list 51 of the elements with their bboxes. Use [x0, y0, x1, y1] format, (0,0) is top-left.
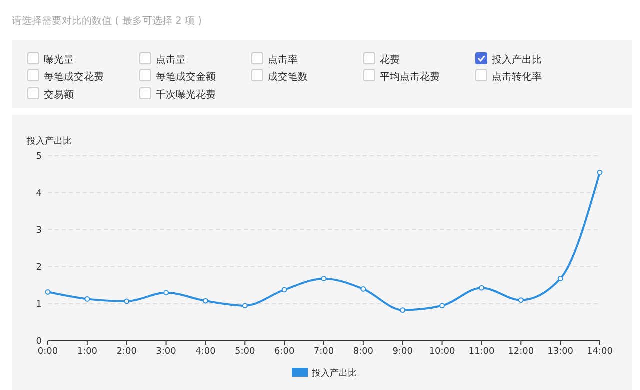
x-tick-label: 4:00 [196, 347, 216, 357]
x-tick-label: 1:00 [77, 347, 98, 357]
x-tick-label: 11:00 [468, 347, 495, 357]
point [360, 286, 366, 292]
point [518, 298, 524, 303]
point [124, 298, 130, 304]
y-tick-label: 3 [36, 226, 42, 236]
y-axis-title: 投入产出比 [26, 136, 72, 147]
x-tick-label: 12:00 [508, 347, 534, 357]
category-label: 曝光量 [44, 54, 74, 66]
category-label: 点击转化率 [492, 71, 542, 83]
x-tick-label: 13:00 [548, 347, 574, 357]
category-label: 花费 [380, 54, 400, 66]
x-tick-label: 7:00 [314, 347, 334, 357]
point [479, 285, 484, 291]
point [164, 290, 169, 296]
x-tick-label: 2:00 [116, 347, 138, 357]
category-label: 每笔成交花费 [44, 71, 104, 83]
category-label: 点击量 [156, 54, 186, 66]
y-tick-label: 4 [36, 189, 42, 199]
x-tick-label: 9:00 [392, 347, 414, 357]
point [321, 276, 327, 282]
category-label: 交易额 [44, 89, 74, 101]
point [45, 289, 51, 295]
category-label: 千次曝光花费 [156, 89, 216, 101]
category-label: 每笔成交金额 [156, 71, 216, 83]
x-tick-label: 5:00 [235, 347, 256, 357]
x-tick-label: 10:00 [429, 347, 456, 357]
point [597, 170, 603, 176]
category-label: 平均点击花费 [380, 71, 440, 83]
text: 请选择需要对比的数值 ( 最多可选择 2 项 ) [12, 15, 202, 27]
y-tick-label: 1 [36, 300, 42, 310]
legend-label: 投入产出比 [311, 368, 357, 379]
x-tick-label: 0:00 [38, 347, 58, 357]
point [282, 287, 288, 293]
category-label: 点击率 [268, 54, 298, 66]
point [242, 303, 248, 309]
y-tick-label: 0 [36, 337, 42, 347]
category-label: 成交笔数 [268, 71, 308, 83]
x-tick-label: 14:00 [587, 347, 614, 357]
point [203, 298, 208, 304]
text: 投入产出比 [492, 55, 542, 66]
point [84, 296, 90, 302]
x-tick-label: 6:00 [274, 347, 295, 357]
y-tick-label: 5 [36, 152, 42, 162]
x-tick-label: 8:00 [353, 347, 374, 357]
x-tick-label: 3:00 [156, 347, 177, 357]
point [558, 276, 564, 282]
point [440, 303, 445, 309]
point [400, 308, 406, 313]
y-tick-label: 2 [36, 263, 42, 273]
